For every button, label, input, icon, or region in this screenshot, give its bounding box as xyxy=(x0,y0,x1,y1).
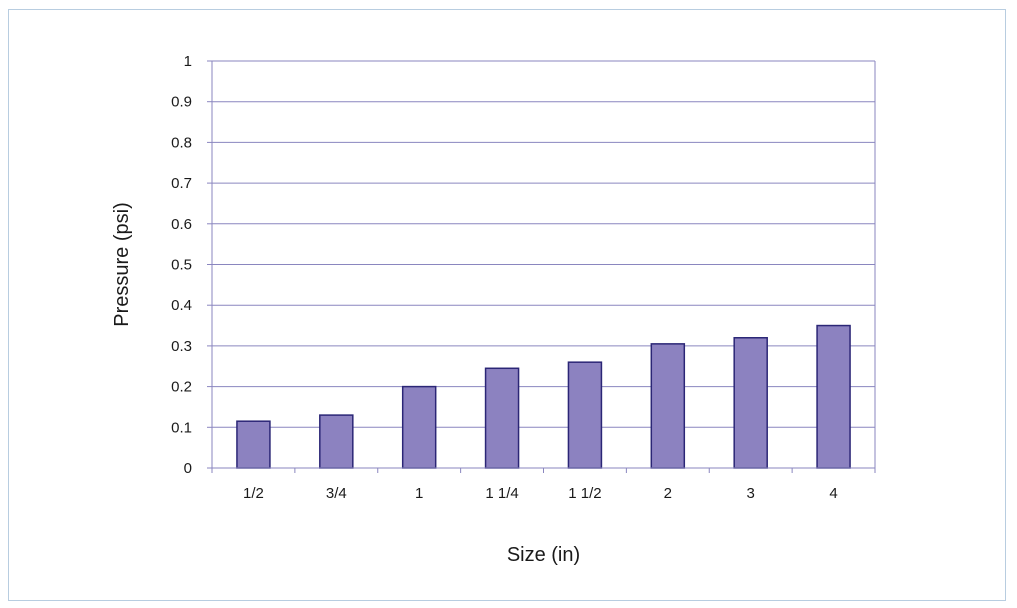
bar-4 xyxy=(816,324,851,469)
y-tick-label: 0 xyxy=(184,460,192,477)
axes xyxy=(207,60,876,473)
bars xyxy=(236,324,851,469)
y-axis-title: Pressure (psi) xyxy=(111,202,133,326)
bar-1-2 xyxy=(236,420,271,469)
bar-3 xyxy=(733,337,768,469)
x-tick-label: 4 xyxy=(829,485,837,502)
y-tick-label: 0.7 xyxy=(171,175,192,192)
y-tick-label: 0.9 xyxy=(171,94,192,111)
x-tick-labels: 1/2 3/4 1 1 1/4 1 1/2 2 3 4 xyxy=(243,485,838,502)
gridlines xyxy=(212,60,875,428)
y-tick-label: 0.1 xyxy=(171,419,192,436)
bar-1-1-2 xyxy=(567,361,603,469)
bar-1-1-4 xyxy=(484,367,520,469)
y-tick-labels: 0 0.1 0.2 0.3 0.4 0.5 0.6 0.7 0.8 0.9 1 xyxy=(171,53,192,477)
x-tick-label: 1 1/2 xyxy=(568,485,601,502)
x-tick-label: 1 1/4 xyxy=(485,485,518,502)
bar-3-4 xyxy=(319,414,354,469)
x-axis-title: Size (in) xyxy=(507,544,580,566)
x-tick-label: 2 xyxy=(664,485,672,502)
x-tick-label: 3/4 xyxy=(326,485,347,502)
y-tick-label: 0.6 xyxy=(171,216,192,233)
x-tick-label: 1/2 xyxy=(243,485,264,502)
y-tick-label: 0.2 xyxy=(171,379,192,396)
bar-2 xyxy=(650,343,686,469)
y-tick-label: 0.3 xyxy=(171,338,192,355)
x-tick-label: 3 xyxy=(747,485,755,502)
y-tick-label: 0.8 xyxy=(171,134,192,151)
y-tick-label: 0.4 xyxy=(171,297,192,314)
bar-1 xyxy=(401,385,437,469)
y-tick-label: 1 xyxy=(184,53,192,70)
y-tick-label: 0.5 xyxy=(171,257,192,274)
x-tick-label: 1 xyxy=(415,485,423,502)
